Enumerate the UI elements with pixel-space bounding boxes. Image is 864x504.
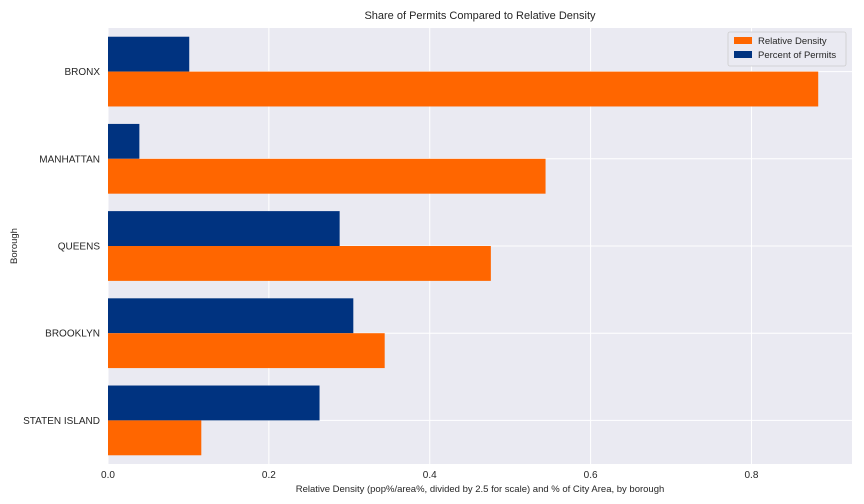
legend: Relative Density Percent of Permits: [727, 31, 847, 67]
bar-relative-density-bronx: [108, 71, 819, 107]
bar-percent-of-permits-manhattan: [108, 123, 140, 159]
legend-swatch: [734, 51, 752, 58]
legend-box: [727, 31, 847, 67]
bar-percent-of-permits-bronx: [108, 36, 190, 72]
y-tick-label: BROOKLYN: [45, 329, 100, 340]
x-tick-label: 0.4: [423, 470, 437, 481]
x-tick-label: 0.0: [101, 470, 115, 481]
legend-label: Relative Density: [758, 36, 827, 47]
legend-swatch: [734, 37, 752, 44]
bar-relative-density-brooklyn: [108, 333, 385, 369]
y-tick-label: QUEENS: [58, 242, 101, 253]
y-axis-label: Borough: [9, 228, 20, 264]
y-tick-labels: BRONX MANHATTAN QUEENS BROOKLYN STATEN ISLAN…: [23, 67, 100, 427]
y-tick-label: MANHATTAN: [39, 154, 100, 165]
legend-label: Percent of Permits: [758, 50, 836, 61]
x-tick-label: 0.8: [745, 470, 759, 481]
bar-percent-of-permits-staten-island: [108, 385, 320, 421]
x-axis-label: Relative Density (pop%/area%, divided by…: [296, 484, 665, 495]
bar-relative-density-staten-island: [108, 420, 202, 456]
bars: [108, 36, 819, 456]
bar-percent-of-permits-queens: [108, 211, 340, 246]
y-tick-label: BRONX: [64, 67, 100, 78]
chart-title: Share of Permits Compared to Relative De…: [364, 10, 596, 22]
bar-percent-of-permits-brooklyn: [108, 298, 354, 334]
x-tick-labels: 0.0 0.2 0.4 0.6 0.8: [101, 470, 759, 481]
y-tick-label: STATEN ISLAND: [23, 416, 100, 427]
bar-relative-density-manhattan: [108, 158, 546, 194]
bar-relative-density-queens: [108, 246, 491, 281]
x-tick-label: 0.6: [584, 470, 598, 481]
x-tick-label: 0.2: [262, 470, 276, 481]
